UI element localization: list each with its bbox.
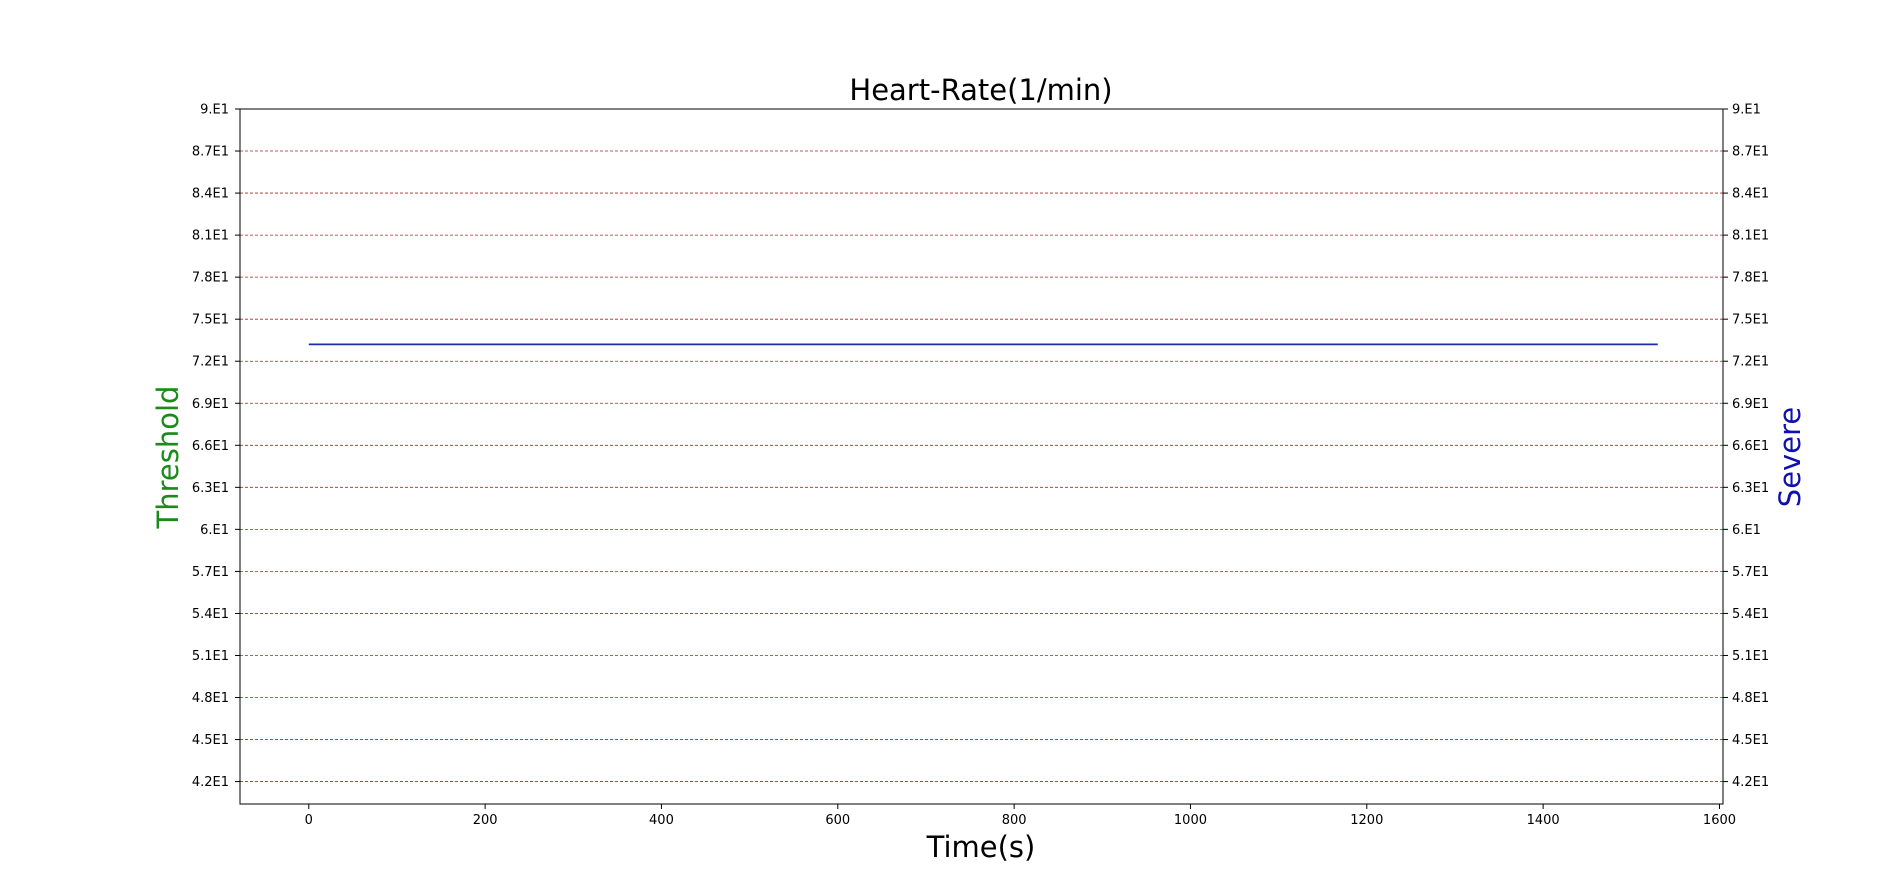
y-tick-label-left: 6.6E1 (192, 439, 229, 454)
y-tick-label-left: 7.2E1 (192, 355, 229, 370)
y-tick-label-right: 4.5E1 (1732, 733, 1769, 748)
y-tick-label-left: 8.4E1 (192, 187, 229, 202)
y-tick-label-right: 6.6E1 (1732, 439, 1769, 454)
x-tick-label: 600 (825, 813, 850, 828)
x-tick-label: 1600 (1703, 813, 1736, 828)
y-tick-label-left: 4.2E1 (192, 775, 229, 790)
y-tick-label-left: 5.7E1 (192, 565, 229, 580)
y-tick-label-right: 6.9E1 (1732, 397, 1769, 412)
y-tick-label-right: 4.8E1 (1732, 691, 1769, 706)
y-tick-label-left: 7.5E1 (192, 313, 229, 328)
y-tick-label-left: 4.5E1 (192, 733, 229, 748)
x-tick-label: 200 (473, 813, 498, 828)
y-tick-label-left: 7.8E1 (192, 271, 229, 286)
plot-frame (239, 108, 1724, 805)
grid-lines (240, 150, 1723, 782)
x-tick-label: 400 (649, 813, 674, 828)
y-tick-label-left: 6.3E1 (192, 481, 229, 496)
x-tick-label: 1400 (1527, 813, 1560, 828)
y-tick-label-left: 5.4E1 (192, 607, 229, 622)
y-tick-label-right: 5.4E1 (1732, 607, 1769, 622)
y-tick-label-right: 6.E1 (1732, 523, 1761, 538)
y-axis-left: 4.2E1 4.5E1 4.8E1 5.1E1 5.4E1 5.7E1 6.E1 6.3E1 6… (192, 103, 240, 790)
y-tick-label-right: 5.7E1 (1732, 565, 1769, 580)
y-tick-label-right: 5.1E1 (1732, 649, 1769, 664)
y-tick-label-right: 4.2E1 (1732, 775, 1769, 790)
x-tick-label: 1000 (1174, 813, 1207, 828)
y-tick-label-right: 6.3E1 (1732, 481, 1769, 496)
x-tick-label: 1200 (1350, 813, 1383, 828)
y-axis-label-right: Severe (1773, 407, 1807, 507)
x-tick-label: 800 (1002, 813, 1027, 828)
x-axis: 0 200 400 600 800 1000 1200 1400 1600 (305, 804, 1736, 828)
y-tick-label-left: 8.7E1 (192, 145, 229, 160)
y-tick-label-left: 6.9E1 (192, 397, 229, 412)
chart-title: Heart-Rate(1/min) (849, 73, 1112, 107)
y-tick-label-right: 8.7E1 (1732, 145, 1769, 160)
y-axis-label-left: Threshold (151, 386, 185, 530)
x-axis-label: Time(s) (926, 830, 1036, 864)
y-tick-label-left: 9.E1 (200, 103, 229, 118)
y-tick-label-left: 6.E1 (200, 523, 229, 538)
y-tick-label-right: 9.E1 (1732, 103, 1761, 118)
y-tick-label-right: 7.8E1 (1732, 271, 1769, 286)
y-tick-label-left: 4.8E1 (192, 691, 229, 706)
y-tick-label-right: 8.1E1 (1732, 229, 1769, 244)
y-axis-right: 4.2E1 4.5E1 4.8E1 5.1E1 5.4E1 5.7E1 6.E1 6.3E1 6… (1723, 103, 1769, 790)
y-tick-label-right: 7.2E1 (1732, 355, 1769, 370)
y-tick-label-left: 8.1E1 (192, 229, 229, 244)
y-tick-label-right: 7.5E1 (1732, 313, 1769, 328)
y-tick-label-left: 5.1E1 (192, 649, 229, 664)
x-tick-label: 0 (305, 813, 313, 828)
y-tick-label-right: 8.4E1 (1732, 187, 1769, 202)
